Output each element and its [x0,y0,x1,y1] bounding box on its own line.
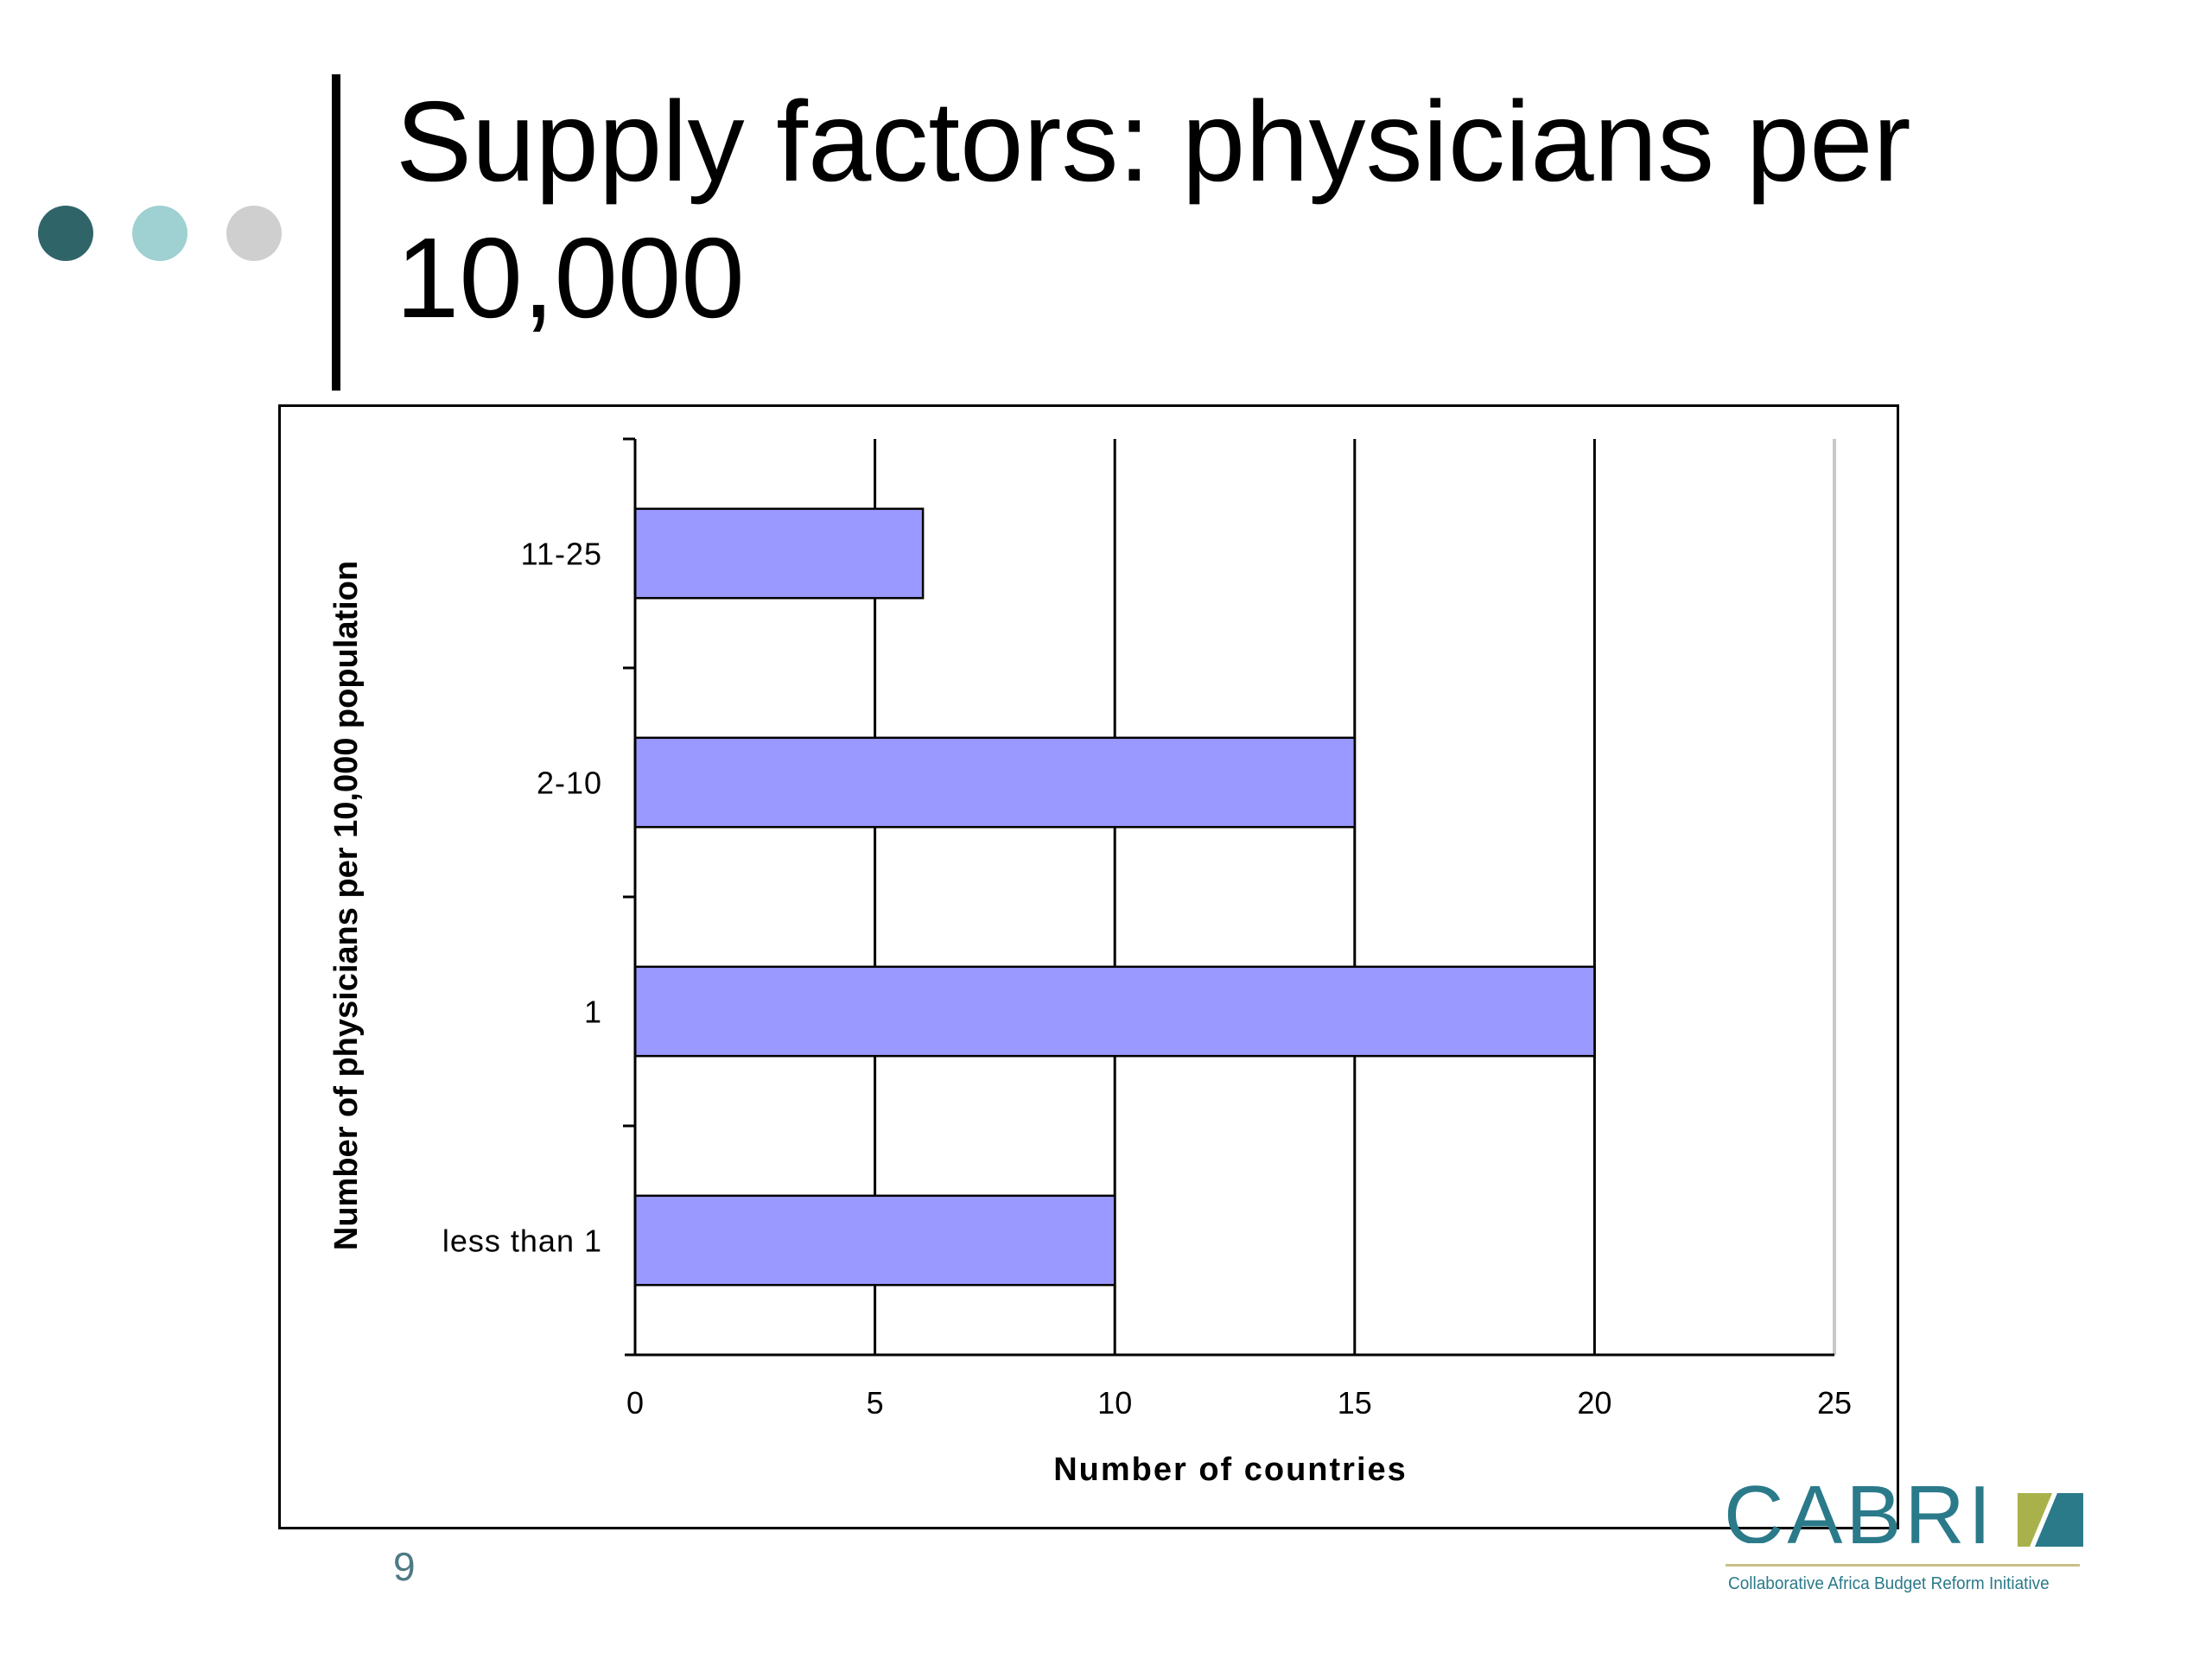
logo-tagline: Collaborative Africa Budget Reform Initi… [1728,1574,2050,1593]
title-divider [332,74,340,391]
slide-title: Supply factors: physicians per 10,000 [396,73,2037,346]
x-tick-label: 15 [1338,1385,1372,1421]
logo-wordmark: CABRI [1724,1474,1995,1543]
y-tick-label: 1 [584,995,602,1030]
x-tick-label: 5 [867,1385,884,1421]
y-axis-title: Number of physicians per 10,000 populati… [328,561,365,1250]
x-tick-label: 0 [626,1385,644,1421]
slide-title-line-2: 10,000 [396,214,745,341]
x-tick-label: 25 [1817,1385,1852,1421]
chart-frame: 0 5 10 15 20 25 11-25 2-10 1 less than 1 Number o… [278,404,1899,1529]
bar [633,965,1596,1058]
y-tick-label: less than 1 [442,1224,602,1259]
decorative-dot-gray [226,206,282,261]
logo-mark-icon [2018,1493,2083,1547]
slide-title-line-1: Supply factors: physicians per [396,78,1911,205]
page-number: 9 [393,1544,416,1589]
y-tick-label: 2-10 [537,766,602,801]
x-tick-label: 10 [1097,1385,1132,1421]
bar [633,736,1357,829]
decorative-dot-dark [38,206,93,261]
bar [633,1194,1116,1287]
bar-chart: 0 5 10 15 20 25 11-25 2-10 1 less than 1 Number o… [328,437,1852,1488]
logo-divider [1726,1564,2080,1567]
axes [623,437,1834,1357]
x-tick-label: 20 [1577,1385,1611,1421]
cabri-logo: CABRI Collaborative Africa Budget Reform… [1724,1474,2095,1605]
tick-labels: 0 5 10 15 20 25 11-25 2-10 1 less than 1 [442,537,1852,1421]
y-tick-label: 11-25 [521,537,602,572]
x-axis-title: Number of countries [1053,1452,1408,1488]
bar [633,507,925,600]
decorative-dot-light [132,206,188,261]
